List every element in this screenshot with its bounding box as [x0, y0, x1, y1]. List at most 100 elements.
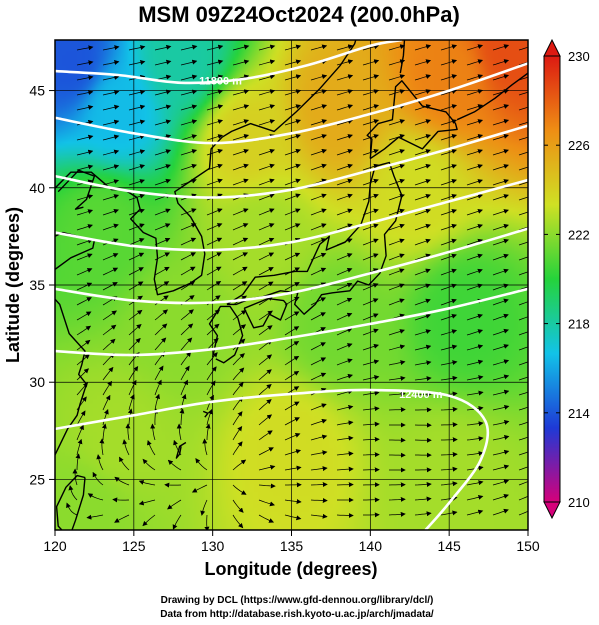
- wind-arrow: [258, 296, 274, 306]
- wind-arrow: [154, 309, 169, 321]
- wind-arrow: [310, 223, 327, 231]
- wind-arrow: [206, 380, 216, 396]
- wind-arrow: [138, 499, 156, 506]
- wind-arrow: [440, 44, 458, 51]
- wind-arrow: [466, 329, 484, 336]
- wind-arrow: [258, 430, 273, 441]
- wind-arrow: [466, 119, 484, 126]
- wind-arrow: [284, 59, 302, 66]
- wind-arrow: [154, 44, 172, 51]
- wind-arrow: [336, 451, 354, 457]
- wind-arrow: [388, 407, 406, 413]
- wind-arrow: [102, 60, 120, 66]
- wind-arrow: [102, 394, 111, 411]
- wind-arrow: [154, 208, 171, 216]
- wind-arrow: [102, 338, 116, 351]
- wind-arrow: [114, 514, 130, 523]
- wind-arrow: [232, 252, 249, 261]
- wind-arrow: [466, 208, 483, 216]
- wind-arrow: [310, 193, 327, 201]
- wind-arrow: [440, 238, 457, 246]
- wind-arrow: [518, 76, 528, 81]
- wind-arrow: [258, 223, 275, 231]
- wind-arrow: [76, 209, 94, 216]
- wind-arrow: [232, 59, 250, 66]
- wind-arrow: [102, 380, 113, 396]
- wind-arrow: [232, 367, 245, 381]
- wind-arrow: [102, 194, 120, 201]
- wind-arrow: [284, 74, 302, 81]
- wind-arrow: [258, 384, 272, 396]
- wind-arrow: [336, 253, 353, 261]
- wind-arrow: [492, 134, 509, 141]
- wind-arrow: [466, 193, 483, 201]
- wind-arrow: [492, 313, 509, 321]
- wind-arrow: [518, 286, 528, 291]
- wind-arrow: [362, 421, 380, 427]
- wind-arrow: [232, 119, 250, 126]
- wind-arrow: [388, 74, 406, 81]
- wind-arrow: [284, 465, 302, 471]
- wind-arrow: [76, 410, 86, 426]
- wind-arrow: [336, 178, 353, 186]
- wind-arrow: [336, 163, 353, 171]
- wind-arrow: [102, 282, 118, 291]
- wind-arrow: [518, 495, 528, 501]
- wind-arrow: [518, 181, 528, 186]
- wind-arrow: [128, 134, 146, 141]
- wind-arrow: [492, 283, 509, 291]
- x-axis: 120 125 130 135 140 145 150: [43, 530, 540, 554]
- wind-arrow: [336, 404, 354, 411]
- wind-arrow: [76, 424, 84, 441]
- wind-arrow: [102, 119, 120, 126]
- wind-arrow: [258, 310, 273, 321]
- wind-arrow: [154, 266, 170, 276]
- wind-arrow: [492, 149, 509, 156]
- wind-arrow: [68, 485, 78, 501]
- wind-arrow: [232, 499, 244, 513]
- wind-arrow: [258, 514, 275, 523]
- height-contour-line: [55, 40, 403, 85]
- y-tick-label: 30: [29, 374, 45, 390]
- wind-arrow: [76, 149, 94, 156]
- wind-arrow: [388, 89, 406, 96]
- wind-arrow: [336, 513, 354, 518]
- wind-arrow: [310, 297, 327, 306]
- colorbar-ticks: 210 214 218 222 226 230: [544, 49, 590, 510]
- wind-arrow: [492, 328, 509, 336]
- wind-arrow: [180, 104, 198, 111]
- colorbar-tick-label: 214: [568, 406, 590, 421]
- x-tick-label: 135: [280, 538, 304, 554]
- wind-arrow: [284, 89, 302, 96]
- wind-arrow: [258, 325, 273, 336]
- wind-arrow: [206, 148, 223, 156]
- wind-arrow: [466, 375, 484, 381]
- plot-area: 11800 m 12400 m: [54, 39, 529, 531]
- wind-arrow: [362, 390, 380, 396]
- wind-arrow: [284, 223, 301, 231]
- wind-arrow: [200, 499, 208, 516]
- wind-arrow: [258, 237, 275, 246]
- wind-arrow: [284, 178, 301, 186]
- wind-arrow: [76, 438, 83, 456]
- wind-arrow: [258, 178, 275, 186]
- wind-arrow: [232, 163, 249, 171]
- wind-arrow: [336, 373, 353, 381]
- wind-arrow: [232, 484, 247, 495]
- wind-arrow: [310, 418, 327, 426]
- wind-arrow: [518, 510, 528, 516]
- wind-arrow: [284, 252, 301, 261]
- wind-arrow: [172, 514, 182, 530]
- wind-arrow: [128, 379, 137, 396]
- wind-arrow: [518, 451, 528, 456]
- wind-arrow: [154, 365, 164, 381]
- wind-arrow: [76, 368, 89, 381]
- wind-arrow: [466, 74, 484, 81]
- wind-arrow: [102, 223, 119, 231]
- wind-arrow: [440, 104, 458, 111]
- wind-arrow: [440, 193, 457, 201]
- wind-arrow: [492, 344, 509, 351]
- wind-arrow: [128, 252, 145, 261]
- wind-arrow: [284, 134, 301, 141]
- wind-arrow: [258, 252, 275, 261]
